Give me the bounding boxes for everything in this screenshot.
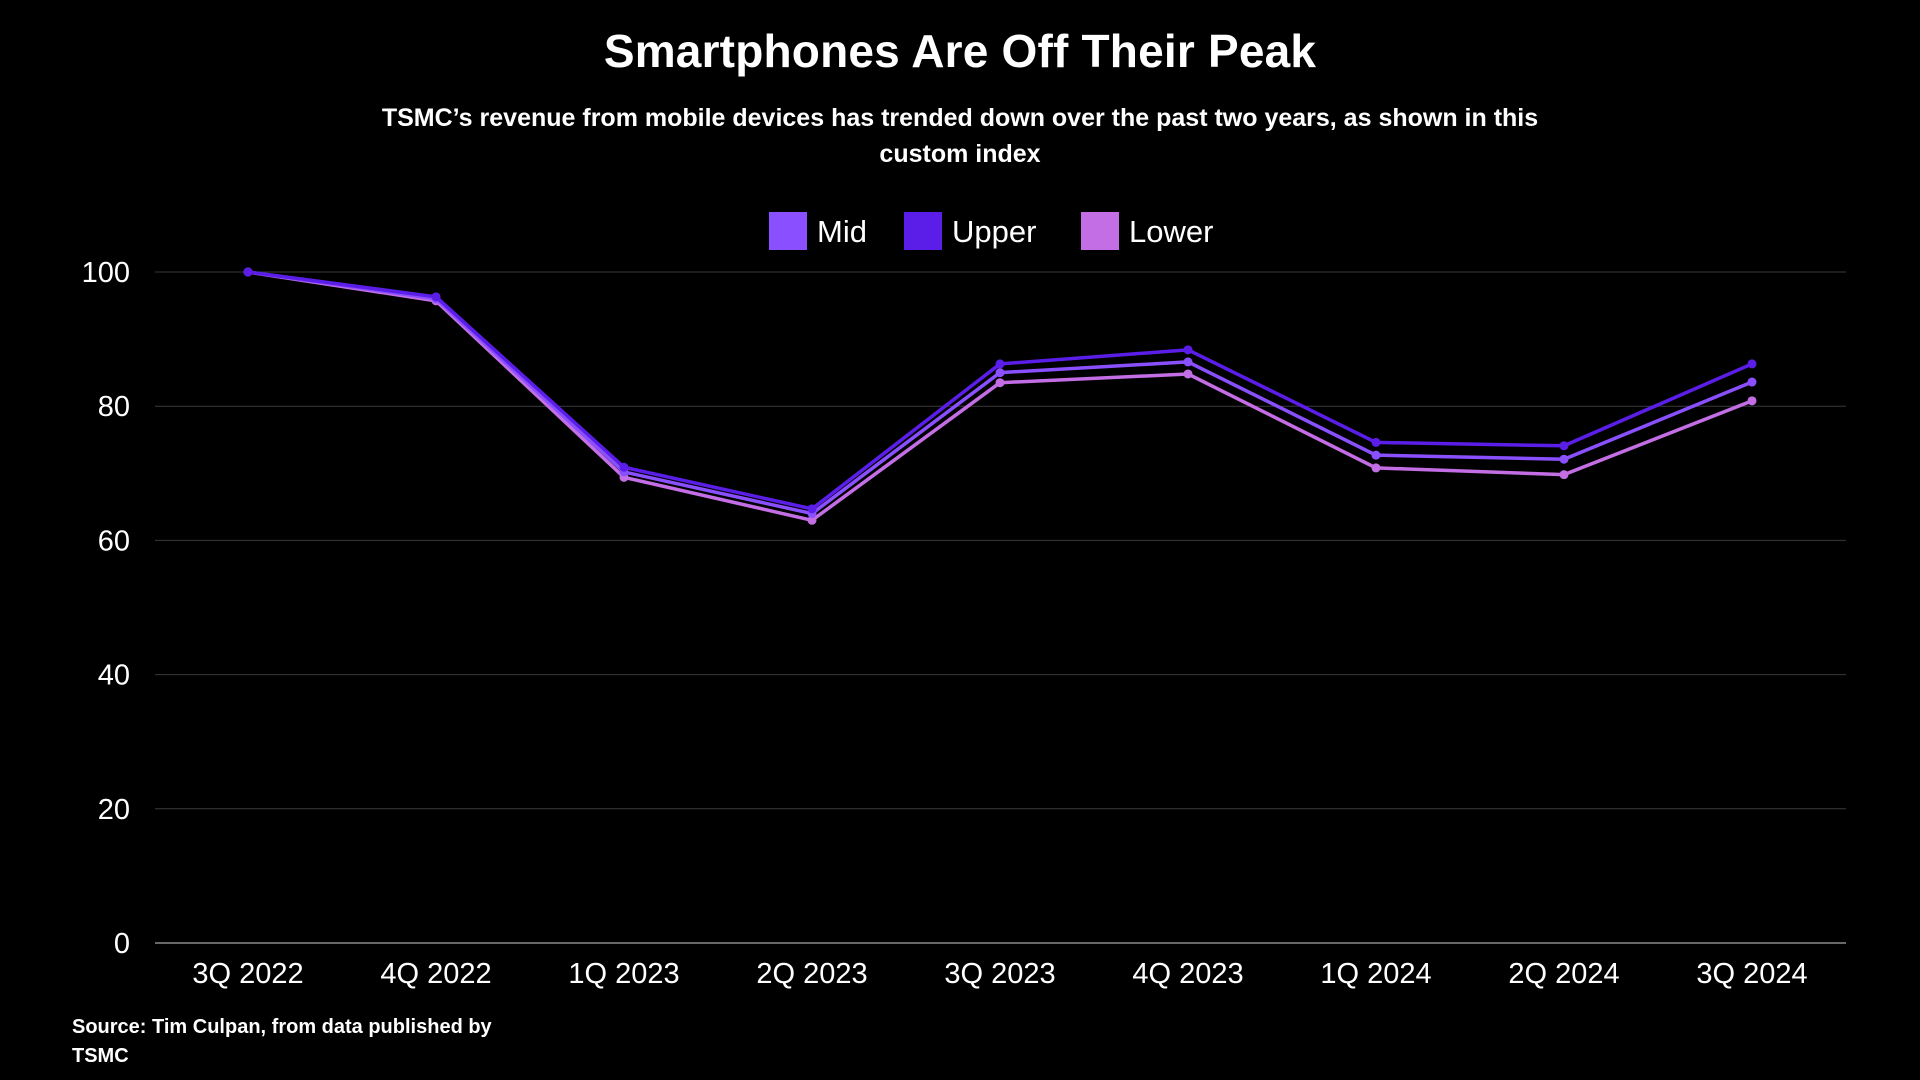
x-tick-label: 2Q 2024 — [1508, 958, 1619, 990]
y-axis-ticks: 0 20 40 60 80 100 — [82, 257, 130, 960]
x-tick-label: 3Q 2022 — [192, 958, 303, 990]
data-point-mid — [1371, 450, 1381, 460]
y-tick-label: 20 — [98, 794, 130, 826]
y-tick-label: 40 — [98, 660, 130, 692]
data-point-upper — [1747, 359, 1757, 369]
x-axis-ticks: 3Q 2022 4Q 2022 1Q 2023 2Q 2023 3Q 2023 4Q 20… — [192, 958, 1807, 990]
source-note: Source: Tim Culpan, from data published … — [72, 1016, 492, 1067]
y-tick-label: 100 — [82, 257, 130, 289]
legend-label-upper: Upper — [952, 214, 1036, 249]
legend-label-lower: Lower — [1129, 214, 1213, 249]
series-line-mid — [246, 270, 1754, 516]
data-point-mid — [1747, 377, 1757, 387]
x-tick-label: 4Q 2022 — [380, 958, 491, 990]
data-point-upper — [1183, 345, 1193, 355]
chart-subtitle: TSMC’s revenue from mobile devices has t… — [381, 104, 1539, 168]
series-line-lower — [246, 270, 1754, 523]
series-upper — [243, 267, 1757, 514]
y-tick-label: 60 — [98, 525, 130, 557]
legend-swatch-lower — [1081, 212, 1119, 250]
grid-lines — [155, 271, 1846, 944]
series-layer — [243, 267, 1757, 525]
x-tick-label: 2Q 2023 — [756, 958, 867, 990]
data-point-lower — [807, 515, 817, 525]
data-point-upper — [1371, 437, 1381, 447]
x-tick-label: 1Q 2023 — [568, 958, 679, 990]
series-lower — [243, 267, 1757, 525]
legend-label-mid: Mid — [817, 214, 867, 249]
data-point-upper — [807, 504, 817, 514]
data-point-lower — [1183, 369, 1193, 379]
x-tick-label: 4Q 2023 — [1132, 958, 1243, 990]
legend-swatch-mid — [769, 212, 807, 250]
data-point-mid — [1183, 357, 1193, 367]
series-mid — [243, 267, 1757, 519]
x-tick-label: 3Q 2023 — [944, 958, 1055, 990]
legend-swatch-upper — [904, 212, 942, 250]
data-point-lower — [995, 378, 1005, 388]
x-tick-label: 1Q 2024 — [1320, 958, 1431, 990]
data-point-upper — [431, 292, 441, 302]
y-tick-label: 0 — [114, 928, 130, 960]
data-point-lower — [1371, 463, 1381, 473]
data-point-lower — [1747, 396, 1757, 406]
chart-title: Smartphones Are Off Their Peak — [603, 25, 1317, 77]
data-point-upper — [995, 359, 1005, 369]
data-point-upper — [1559, 441, 1569, 451]
legend: Mid Upper Lower — [769, 212, 1213, 250]
data-point-mid — [995, 368, 1005, 378]
x-tick-label: 3Q 2024 — [1696, 958, 1807, 990]
y-tick-label: 80 — [98, 391, 130, 423]
data-point-mid — [1559, 454, 1569, 464]
data-point-upper — [619, 462, 629, 472]
data-point-lower — [1559, 470, 1569, 480]
data-point-upper — [243, 267, 253, 277]
